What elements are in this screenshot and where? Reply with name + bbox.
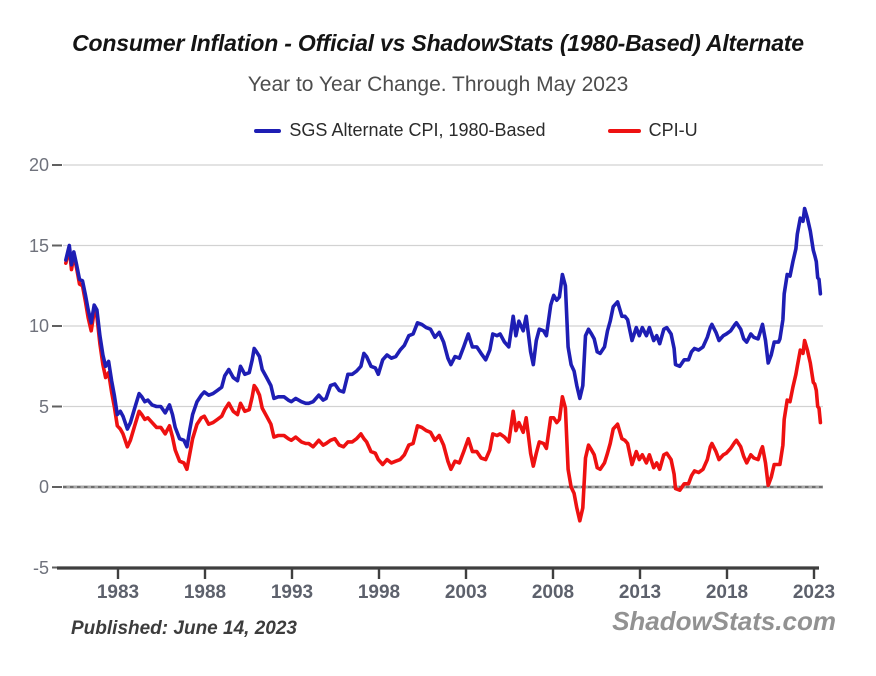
y-axis-label: -5 [32,557,49,578]
cpiu-line [64,246,823,523]
x-axis-label: 1998 [357,582,401,603]
x-axis-label: 2023 [792,582,836,603]
legend-label-sgs: SGS Alternate CPI, 1980-Based [289,120,546,140]
watermark: ShadowStats.com [612,606,836,636]
x-axis-label: 2003 [444,582,488,603]
legend-item-cpiu: CPI-U [607,120,698,141]
y-axis-label: 20 [28,155,49,175]
x-axis-label: 1988 [183,582,227,603]
sgs-alternate-cpi-line [64,206,823,449]
x-axis-label: 1993 [270,582,314,603]
y-axis-label: 10 [28,316,49,336]
x-axis-label: 2018 [705,582,749,603]
x-axis-label: 2008 [531,582,575,603]
sgs-line-swatch-icon [254,128,282,133]
legend-label-cpiu: CPI-U [648,120,698,140]
y-axis-label: 15 [28,235,49,256]
chart-title: Consumer Inflation - Official vs ShadowS… [72,30,804,56]
x-axis-label: 2013 [618,582,662,603]
cpiu-line-swatch-icon [607,128,641,133]
legend: SGS Alternate CPI, 1980-Based CPI-U [38,120,876,141]
published-date: Published: June 14, 2023 [71,618,297,639]
x-axis-label: 1983 [96,582,140,603]
y-axis-label: 0 [38,477,49,497]
legend-item-sgs: SGS Alternate CPI, 1980-Based [254,120,546,141]
y-axis-label: 5 [38,396,49,417]
chart-subtitle: Year to Year Change. Through May 2023 [247,73,629,96]
